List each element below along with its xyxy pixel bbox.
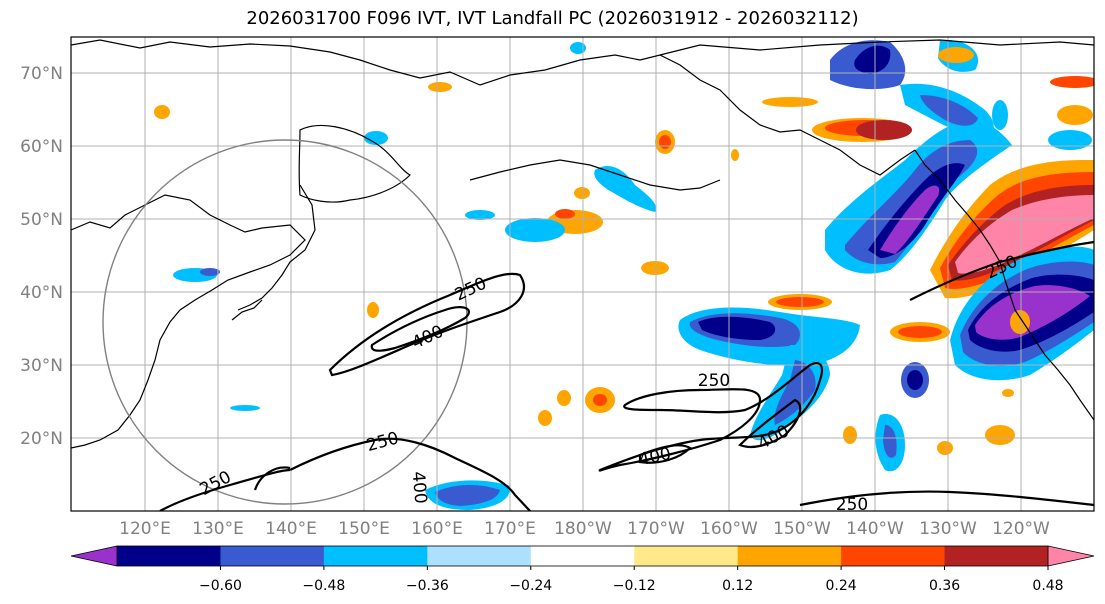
lon-label: 160°E: [411, 519, 463, 539]
lon-label: 170°E: [484, 519, 536, 539]
ivt-shading: [154, 39, 1094, 510]
colorbar-segment: [634, 546, 739, 566]
lat-label: 30°N: [20, 356, 63, 376]
longitude-labels: 120°E 130°E 140°E 150°E 160°E 170°E 180°…: [119, 519, 1050, 539]
colorbar-tick-label: −0.48: [302, 578, 345, 594]
colorbar-tick-label: 0.48: [1032, 578, 1063, 594]
colorbar: −0.60 −0.48 −0.36 −0.24 −0.12 0.12 0.24 0.36 0.4…: [70, 545, 1095, 594]
colorbar-tick-label: −0.36: [406, 578, 449, 594]
colorbar-tick-label: −0.12: [613, 578, 656, 594]
colorbar-segment: [220, 546, 325, 566]
colorbar-extend-high: [1048, 546, 1094, 566]
chart-title: 2026031700 F096 IVT, IVT Landfall PC (20…: [246, 8, 859, 29]
colorbar-tick-label: 0.24: [826, 578, 857, 594]
map-frame: [70, 36, 1095, 512]
lon-label: 140°W: [846, 519, 904, 539]
colorbar-segment: [530, 546, 635, 566]
lon-label: 130°E: [192, 519, 244, 539]
lon-label: 180°W: [554, 519, 612, 539]
lon-label: 150°E: [338, 519, 390, 539]
contour-label: 400: [408, 471, 431, 505]
colorbar-segment: [944, 546, 1049, 566]
ivt-contours: [159, 240, 1094, 511]
lon-label: 170°W: [627, 519, 685, 539]
colorbar-segment: [841, 546, 946, 566]
contour-label: 250: [836, 495, 868, 515]
colorbar-extend-low: [71, 546, 117, 566]
lon-label: 150°W: [773, 519, 831, 539]
colorbar-tick-label: 0.36: [929, 578, 960, 594]
range-circle: [102, 139, 468, 505]
lat-label: 70°N: [20, 64, 63, 84]
lon-label: 120°E: [119, 519, 171, 539]
lon-label: 120°W: [992, 519, 1050, 539]
colorbar-tick-label: −0.24: [509, 578, 552, 594]
colorbar-segment: [427, 546, 532, 566]
lon-label: 130°W: [919, 519, 977, 539]
lat-label: 20°N: [20, 429, 63, 449]
lon-label: 140°E: [265, 519, 317, 539]
coastlines: [71, 39, 1094, 449]
contour-label: 250: [698, 371, 730, 391]
latitude-labels: 70°N 60°N 50°N 40°N 30°N 20°N: [20, 64, 63, 449]
colorbar-tick-label: −0.60: [199, 578, 242, 594]
lon-label: 160°W: [700, 519, 758, 539]
lat-label: 40°N: [20, 283, 63, 303]
colorbar-tick-label: 0.12: [722, 578, 753, 594]
colorbar-segment: [323, 546, 428, 566]
lat-label: 60°N: [20, 137, 63, 157]
lat-label: 50°N: [20, 210, 63, 230]
colorbar-segment: [737, 546, 842, 566]
colorbar-segment: [117, 546, 221, 566]
